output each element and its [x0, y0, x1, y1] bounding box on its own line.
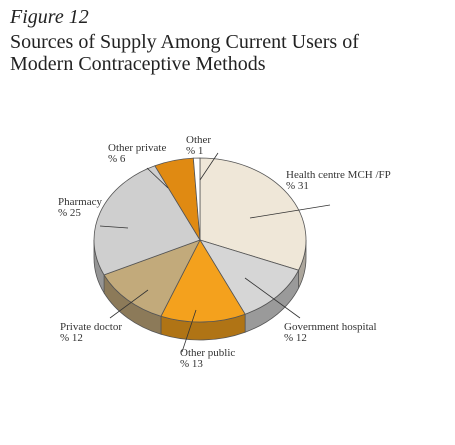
pie-side-walls — [93, 239, 307, 341]
chart-title-line-1: Sources of Supply Among Current Users of — [10, 31, 359, 53]
pie-slice-health-centre-mch-fp — [199, 157, 307, 271]
chart-title-line-2: Modern Contraceptive Methods — [10, 53, 266, 75]
pie-slice-pharmacy — [93, 165, 201, 276]
slice-value-2: % 13 — [180, 358, 203, 370]
pie-label-group-3: Private doctor% 12 — [60, 289, 149, 344]
slice-label-5: Other private — [108, 142, 166, 154]
slice-value-3: % 12 — [60, 332, 83, 344]
pie-label-group-4: Pharmacy% 25 — [58, 196, 129, 229]
leader-line-5 — [146, 167, 169, 189]
slice-label-3: Private doctor — [60, 321, 122, 333]
slice-label-1: Government hospital — [284, 321, 377, 333]
pie-label-group-1: Government hospital% 12 — [244, 277, 377, 344]
pie-slice-other-public — [160, 239, 246, 323]
slice-label-6: Other — [186, 134, 211, 146]
leader-line-6 — [199, 152, 219, 181]
slice-label-4: Pharmacy — [58, 196, 102, 208]
slice-value-6: % 1 — [186, 145, 203, 157]
leader-line-0 — [249, 204, 331, 219]
slice-label-2: Other public — [180, 347, 235, 359]
pie-label-group-0: Health centre MCH /FP% 31 — [249, 169, 391, 219]
slice-value-5: % 6 — [108, 153, 126, 165]
slice-value-0: % 31 — [286, 180, 309, 192]
leader-line-4 — [99, 225, 129, 229]
leader-line-3 — [109, 289, 149, 319]
pie-label-group-5: Other private% 6 — [108, 142, 169, 189]
pie-slice-government-hospital — [199, 239, 300, 315]
figure-label: Figure 12 — [10, 6, 89, 28]
slice-value-1: % 12 — [284, 332, 307, 344]
pie-label-group-2: Other public% 13 — [180, 309, 235, 370]
leader-line-1 — [244, 277, 301, 319]
pie-slice-other — [192, 157, 201, 241]
pie-slice-private-doctor — [103, 239, 201, 317]
slice-value-4: % 25 — [58, 207, 81, 219]
leader-line-2 — [181, 309, 197, 353]
pie-label-group-6: Other% 1 — [186, 134, 219, 181]
chart-title: Sources of Supply Among Current Users of… — [10, 31, 450, 75]
slice-label-0: Health centre MCH /FP — [286, 169, 391, 181]
